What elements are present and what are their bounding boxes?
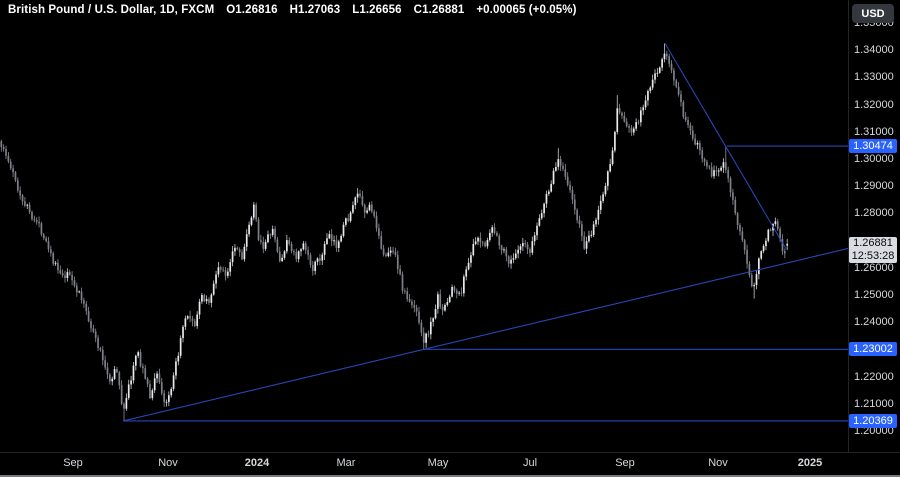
legend-low: L1.26656 xyxy=(352,4,402,16)
price-tick-label: 1.25000 xyxy=(854,289,894,301)
time-tick-label: Sep xyxy=(63,457,83,469)
candles-layer xyxy=(0,43,789,421)
current-price-label: 1.26881 12:53:28 xyxy=(849,236,897,263)
time-tick-label: Nov xyxy=(708,457,728,469)
current-price-countdown: 12:53:28 xyxy=(851,249,895,262)
trendline-descending-resistance[interactable] xyxy=(664,43,787,250)
legend-change: +0.00065 (+0.05%) xyxy=(476,4,577,16)
price-tick-label: 1.32000 xyxy=(854,98,894,111)
time-tick-label: Sep xyxy=(615,457,635,469)
price-tick-label: 1.29000 xyxy=(854,180,894,193)
legend-high: H1.27063 xyxy=(289,4,341,16)
price-tick-label: 1.21000 xyxy=(854,397,894,410)
time-axis-separator xyxy=(0,452,900,453)
price-tick-label: 1.22000 xyxy=(854,370,894,383)
current-price-value: 1.26881 xyxy=(853,237,893,250)
price-axis[interactable]: 1.26881 12:53:28 1.35000 1.34000 1.33000 1.… xyxy=(848,0,900,452)
price-tick-label: 1.26000 xyxy=(854,261,894,274)
time-tick-label: Nov xyxy=(158,457,178,469)
price-tick-label: 1.30000 xyxy=(854,153,894,165)
price-tick-label: 1.28000 xyxy=(854,207,894,220)
time-axis[interactable]: Sep Nov 2024 Mar May Jul Sep Nov 2025 xyxy=(0,452,900,475)
price-tick-label: 1.24000 xyxy=(854,316,894,329)
price-axis-separator xyxy=(848,0,849,452)
ohlc-values: O1.26816 H1.27063 L1.26656 C1.26881 +0.00065… xyxy=(214,4,576,16)
time-tick-label: Jul xyxy=(522,457,538,469)
window-bottom-edge xyxy=(0,475,900,477)
time-tick-label: 2025 xyxy=(797,457,823,469)
price-level-label[interactable]: 1.23002 xyxy=(849,342,897,357)
price-tick-label: 1.34000 xyxy=(854,44,894,57)
drawings-layer xyxy=(122,43,849,422)
price-tick-label: 1.20000 xyxy=(854,425,894,437)
price-level-label[interactable]: 1.30474 xyxy=(849,139,897,154)
symbol-title[interactable]: British Pound / U.S. Dollar, 1D, FXCM xyxy=(8,4,215,16)
time-tick-label: 2024 xyxy=(244,457,270,469)
currency-toggle-button[interactable]: USD xyxy=(852,4,894,23)
price-tick-label: 1.33000 xyxy=(854,71,894,84)
time-tick-label: May xyxy=(427,457,449,469)
price-level-label[interactable]: 1.20369 xyxy=(849,413,897,428)
chart-legend: British Pound / U.S. Dollar, 1D, FXCM O1.… xyxy=(8,4,577,16)
price-tick-label: 1.31000 xyxy=(854,125,894,138)
legend-close: C1.26881 xyxy=(413,4,465,16)
trendline-ascending-support[interactable] xyxy=(122,247,849,422)
legend-open: O1.26816 xyxy=(226,4,278,16)
time-tick-label: Mar xyxy=(336,457,356,469)
